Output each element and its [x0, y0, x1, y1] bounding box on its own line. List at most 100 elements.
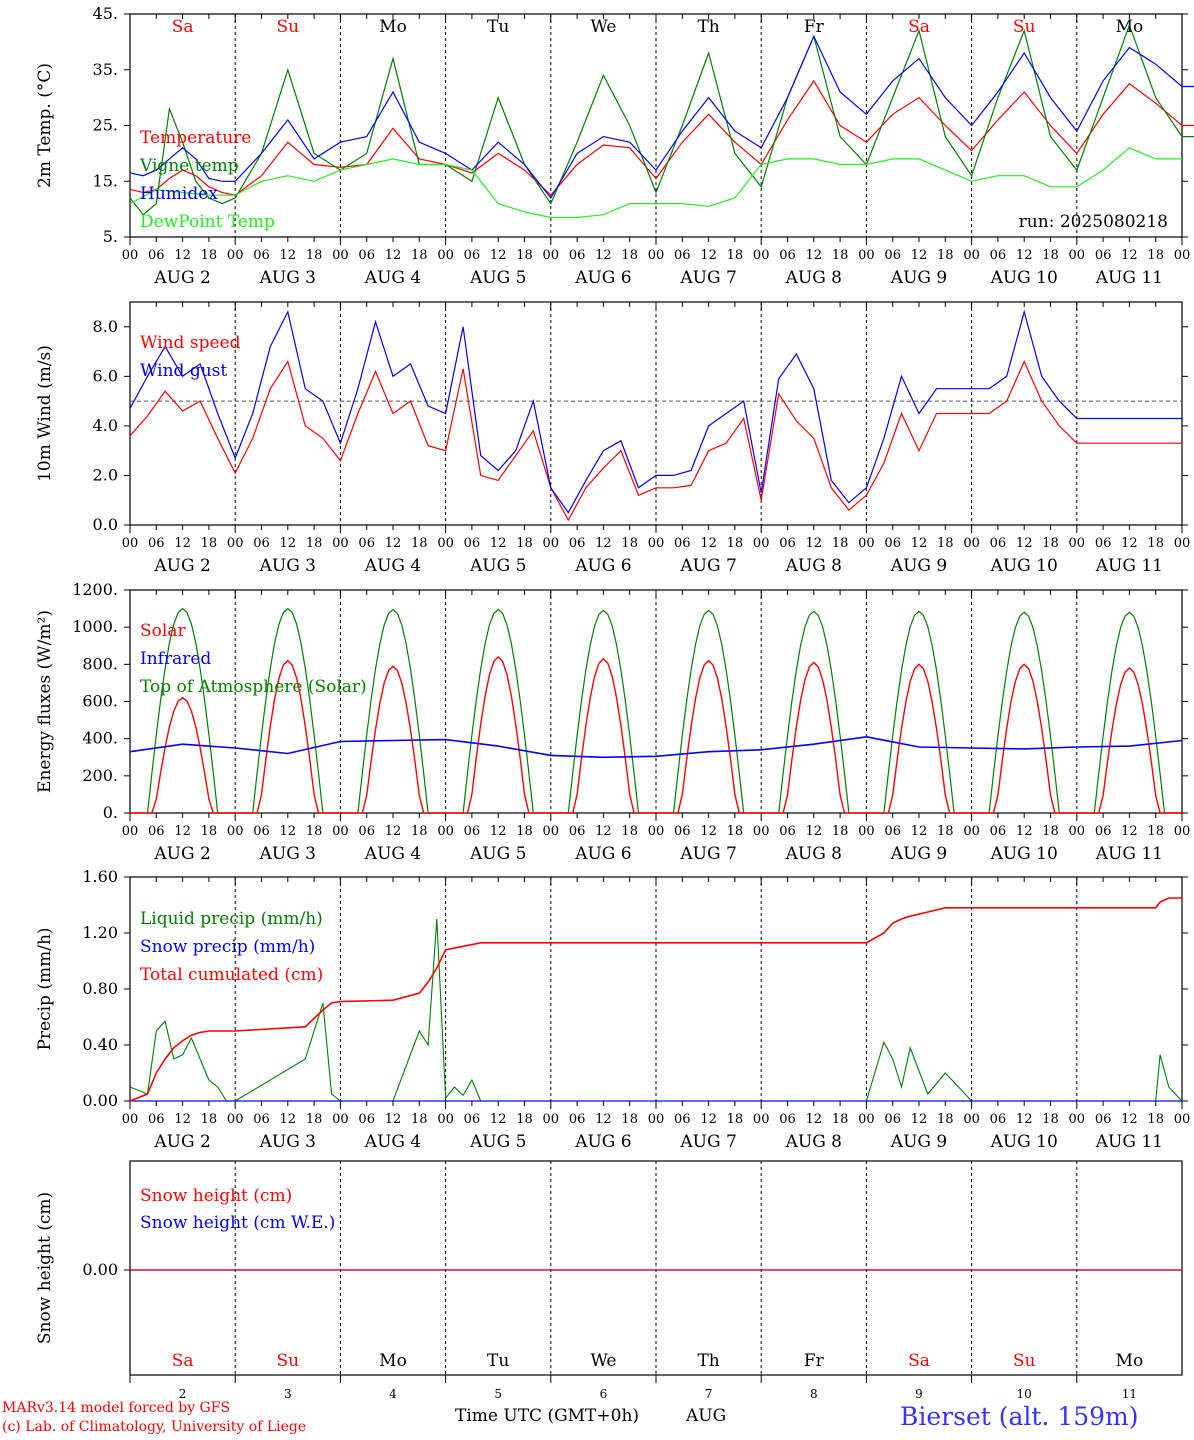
day-number-label: 4: [389, 1387, 397, 1401]
hour-tick-label: 06: [1095, 536, 1112, 551]
hour-tick-label: 00: [332, 248, 349, 263]
day-number-label: 2: [179, 1387, 187, 1401]
hour-tick-label: 12: [385, 1112, 402, 1127]
y-axis-label: 10m Wind (m/s): [35, 345, 55, 482]
weekday-label: Tu: [487, 17, 509, 37]
day-label: AUG 6: [574, 1132, 631, 1152]
legend-entry: Liquid precip (mm/h): [140, 909, 323, 929]
day-label: AUG 8: [785, 844, 842, 864]
weekday-label: Su: [1013, 17, 1036, 37]
day-label: AUG 10: [990, 556, 1058, 576]
hour-tick-label: 18: [937, 248, 954, 263]
hour-tick-label: 12: [911, 1112, 928, 1127]
series-wind-gust: [129, 309, 1182, 514]
hour-tick-label: 18: [621, 824, 638, 839]
series-liquid-precip-mm-h-: [129, 918, 1183, 1102]
hour-tick-label: 18: [306, 824, 323, 839]
series-dewpoint-temp: [129, 147, 1182, 219]
day-label: AUG 2: [153, 268, 210, 288]
hour-tick-label: 18: [621, 536, 638, 551]
day-label: AUG 5: [469, 556, 526, 576]
hour-tick-label: 06: [990, 536, 1007, 551]
hour-tick-label: 12: [280, 1112, 297, 1127]
weekday-label: Th: [697, 1351, 719, 1371]
hour-tick-label: 18: [1042, 248, 1059, 263]
hour-tick-label: 06: [884, 824, 901, 839]
hour-tick-label: 00: [648, 248, 665, 263]
hour-tick-label: 06: [253, 824, 270, 839]
day-label: AUG 4: [364, 556, 421, 576]
hour-tick-label: 12: [595, 248, 612, 263]
day-label: AUG 7: [679, 844, 736, 864]
legend-entry: Snow height (cm W.E.): [140, 1213, 335, 1233]
day-label: AUG 5: [469, 844, 526, 864]
day-number-label: 7: [705, 1387, 713, 1401]
hour-tick-label: 06: [464, 248, 481, 263]
hour-tick-label: 00: [227, 1112, 244, 1127]
hour-tick-label: 06: [464, 536, 481, 551]
hour-tick-label: 00: [332, 1112, 349, 1127]
hour-tick-label: 12: [700, 1112, 717, 1127]
hour-tick-label: 12: [280, 248, 297, 263]
legend-entry: Top of Atmosphere (Solar): [140, 677, 367, 697]
hour-tick-label: 18: [1147, 248, 1164, 263]
hour-tick-label: 00: [963, 824, 980, 839]
day-label: AUG 3: [259, 268, 316, 288]
hour-tick-label: 00: [437, 536, 454, 551]
hour-tick-label: 06: [358, 824, 375, 839]
hour-tick-label: 00: [332, 536, 349, 551]
hour-tick-label: 18: [201, 536, 218, 551]
hour-tick-label: 00: [122, 248, 139, 263]
hour-tick-label: 06: [464, 1112, 481, 1127]
hour-tick-label: 00: [227, 824, 244, 839]
y-tick-label: 400.: [82, 729, 118, 748]
day-label: AUG 4: [364, 1132, 421, 1152]
hour-tick-label: 06: [1095, 248, 1112, 263]
hour-tick-label: 00: [332, 824, 349, 839]
hour-tick-label: 06: [148, 536, 165, 551]
hour-tick-label: 00: [963, 248, 980, 263]
legend-entry: Infrared: [140, 649, 211, 669]
hour-tick-label: 12: [806, 1112, 823, 1127]
hour-tick-label: 18: [727, 248, 744, 263]
hour-tick-label: 06: [358, 248, 375, 263]
hour-tick-label: 00: [753, 1112, 770, 1127]
y-tick-label: 1.20: [82, 923, 118, 942]
day-number-label: 5: [494, 1387, 502, 1401]
hour-tick-label: 12: [1121, 824, 1138, 839]
hour-tick-label: 06: [990, 824, 1007, 839]
hour-tick-label: 18: [832, 824, 849, 839]
weekday-label: Fr: [804, 1351, 825, 1371]
hour-tick-label: 18: [306, 1112, 323, 1127]
day-label: AUG 9: [890, 844, 947, 864]
y-axis-label: Snow height (cm): [35, 1192, 55, 1344]
hour-tick-label: 12: [280, 536, 297, 551]
y-tick-label: 1000.: [72, 617, 118, 636]
series-vigne-temp: [129, 23, 1194, 216]
hour-tick-label: 12: [174, 1112, 191, 1127]
hour-tick-label: 00: [543, 824, 560, 839]
hour-tick-label: 06: [148, 248, 165, 263]
weekday-label: Sa: [908, 17, 930, 37]
hour-tick-label: 06: [884, 536, 901, 551]
weekday-label: Su: [276, 1351, 299, 1371]
day-label: AUG 3: [259, 844, 316, 864]
weekday-label: Mo: [379, 17, 407, 37]
hour-tick-label: 06: [253, 248, 270, 263]
hour-tick-label: 18: [1042, 536, 1059, 551]
hour-tick-label: 18: [411, 1112, 428, 1127]
hour-tick-label: 06: [674, 248, 691, 263]
day-label: AUG 10: [990, 1132, 1058, 1152]
weekday-label: Tu: [487, 1351, 509, 1371]
hour-tick-label: 12: [1016, 248, 1033, 263]
hour-tick-label: 06: [253, 536, 270, 551]
hour-tick-label: 18: [832, 1112, 849, 1127]
day-label: AUG 8: [785, 268, 842, 288]
hour-tick-label: 06: [148, 824, 165, 839]
hour-tick-label: 00: [122, 1112, 139, 1127]
hour-tick-label: 18: [411, 824, 428, 839]
day-label: AUG 10: [990, 844, 1058, 864]
hour-tick-label: 12: [1016, 824, 1033, 839]
hour-tick-label: 12: [490, 536, 507, 551]
